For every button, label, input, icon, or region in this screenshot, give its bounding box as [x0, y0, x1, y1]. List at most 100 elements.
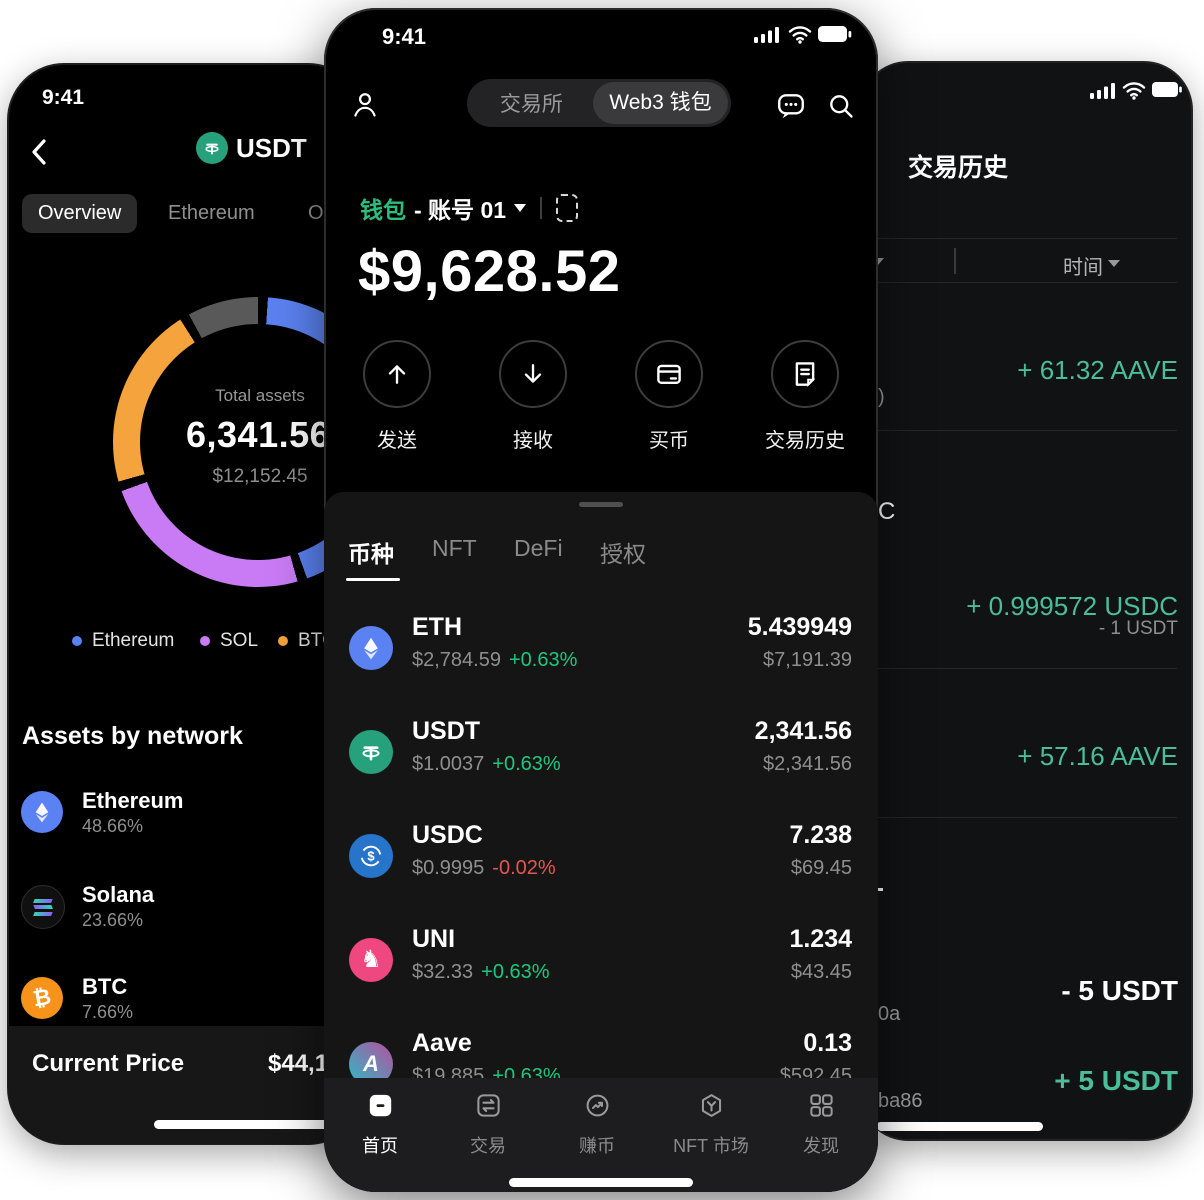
account-label: - 账号 01 [414, 197, 507, 223]
uni-icon: ♞ [349, 938, 393, 982]
filter-divider [954, 248, 956, 274]
nav-label: 首页 [362, 1136, 398, 1156]
divider [877, 282, 1177, 283]
earn-icon [586, 1094, 608, 1117]
page-title: USDT [236, 133, 307, 163]
back-button[interactable] [28, 138, 50, 166]
token-row-eth[interactable]: ETH $2,784.59 +0.63% 5.439949 $7,191.39 [324, 596, 878, 700]
action-label: 买币 [649, 430, 689, 452]
nav-trade[interactable]: 交易 [428, 1092, 548, 1158]
home-icon [369, 1094, 391, 1117]
token-change: +0.63% [508, 649, 578, 671]
segmented-control: 交易所 Web3 钱包 [467, 79, 731, 127]
legend-dot-sol [200, 636, 210, 646]
wifi-icon [1122, 82, 1146, 100]
phone-web3-wallet: 9:41 交易所 Web3 钱包 钱包 - 账号 01 $9,628.52 [324, 8, 878, 1192]
tab-approvals[interactable]: 授权 [600, 541, 646, 567]
token-row-uni[interactable]: ♞ UNI $32.33 +0.63% 1.234 $43.45 [324, 908, 878, 1012]
chevron-left-icon [32, 139, 46, 165]
filter-caret-partial[interactable] [872, 258, 884, 265]
action-label: 接收 [513, 430, 553, 452]
tab-nft[interactable]: NFT [432, 535, 477, 561]
tab-web3-wallet[interactable]: Web3 钱包 [592, 82, 728, 124]
section-title-assets-by-network: Assets by network [22, 722, 243, 750]
time-filter-label[interactable]: 时间 [1063, 257, 1103, 279]
nft-icon [701, 1094, 721, 1117]
divider [877, 817, 1177, 818]
legend-label-sol: SOL [220, 630, 259, 651]
profile-icon[interactable] [351, 90, 379, 120]
divider [877, 668, 1177, 669]
token-price-change: $1.0037 +0.63% [412, 753, 561, 776]
token-value: $2,341.56 [763, 753, 852, 775]
action-label: 发送 [377, 430, 417, 452]
btc-icon: ₿ [21, 977, 63, 1019]
token-price-change: $32.33 +0.63% [412, 961, 550, 984]
solana-icon [21, 885, 65, 929]
nav-label: 发现 [803, 1136, 839, 1156]
tab-exchange[interactable]: 交易所 [499, 93, 563, 116]
wallet-account-selector[interactable]: 钱包 - 账号 01 [360, 194, 579, 223]
search-icon[interactable] [827, 92, 855, 120]
nav-label: NFT 市场 [673, 1136, 749, 1156]
token-symbol: ETH [412, 613, 462, 641]
status-time: 9:41 [382, 24, 427, 49]
send-button[interactable]: 发送 [342, 340, 452, 453]
network-percent: 48.66% [82, 816, 144, 836]
legend-dot-ethereum [72, 636, 82, 646]
home-indicator [509, 1178, 693, 1187]
total-balance: $9,628.52 [358, 239, 621, 304]
arrow-up-icon [388, 365, 406, 384]
nav-nft-market[interactable]: NFT 市场 [651, 1092, 771, 1158]
current-price-bar: Current Price $44,12 [8, 1026, 364, 1144]
tab-defi[interactable]: DeFi [514, 535, 563, 561]
tab-ethereum[interactable]: Ethereum [168, 202, 255, 224]
tab-overview[interactable]: Overview [22, 194, 138, 233]
transaction-amount[interactable]: + 57.16 AAVE [1017, 741, 1178, 771]
address-copy-icon[interactable] [556, 194, 579, 222]
divider [540, 197, 543, 219]
token-value: $43.45 [790, 961, 852, 983]
token-row-usdc[interactable]: $ USDC $0.9995 -0.02% 7.238 $69.45 [324, 804, 878, 908]
action-label: 交易历史 [765, 430, 845, 452]
token-price: $32.33 [412, 961, 474, 983]
token-value: $7,191.39 [763, 649, 852, 671]
network-name: Solana [82, 882, 155, 907]
nav-earn[interactable]: 赚币 [537, 1092, 657, 1158]
history-button[interactable]: 交易历史 [750, 340, 860, 453]
token-amount: 7.238 [789, 821, 852, 849]
partial-glyph: C [878, 498, 896, 525]
transaction-amount[interactable]: + 61.32 AAVE [1017, 355, 1178, 385]
tab-truncated[interactable]: O [308, 202, 324, 224]
nav-label: 交易 [470, 1136, 506, 1156]
transaction-amount[interactable]: + 0.999572 USDC [966, 591, 1178, 621]
document-icon [795, 362, 816, 387]
asset-sheet: 币种 NFT DeFi 授权 ETH $2,784.59 +0.63% 5.439… [324, 492, 878, 1192]
legend-dot-btc [278, 636, 288, 646]
partial-glyph: ) [878, 386, 885, 408]
page-title: 交易历史 [908, 154, 1009, 182]
drag-handle[interactable] [579, 502, 623, 507]
token-price-change: $2,784.59 +0.63% [412, 649, 577, 672]
receive-button[interactable]: 接收 [478, 340, 588, 453]
chat-icon[interactable] [776, 91, 806, 122]
buy-crypto-button[interactable]: 买币 [614, 340, 724, 453]
token-row-usdt[interactable]: USDT $1.0037 +0.63% 2,341.56 $2,341.56 [324, 700, 878, 804]
nav-home[interactable]: 首页 [324, 1092, 440, 1158]
transaction-amount[interactable]: - 5 USDT [1061, 975, 1178, 1006]
signal-icon [754, 27, 779, 43]
usdc-icon: $ [349, 834, 393, 878]
wallet-label: 钱包 [360, 197, 406, 223]
token-symbol: UNI [412, 925, 456, 953]
tab-coins[interactable]: 币种 [348, 541, 394, 567]
usdt-icon [349, 730, 393, 774]
trade-icon [476, 1094, 500, 1117]
token-change: -0.02% [492, 857, 556, 879]
bottom-nav: 首页 交易 赚币 NFT 市场 [324, 1078, 878, 1192]
token-amount: 1.234 [789, 925, 852, 953]
token-price-change: $0.9995 -0.02% [412, 857, 556, 880]
nav-discover[interactable]: 发现 [761, 1092, 878, 1158]
token-amount: 2,341.56 [754, 717, 852, 745]
transaction-amount[interactable]: + 5 USDT [1054, 1065, 1178, 1096]
token-symbol: USDT [412, 717, 481, 745]
